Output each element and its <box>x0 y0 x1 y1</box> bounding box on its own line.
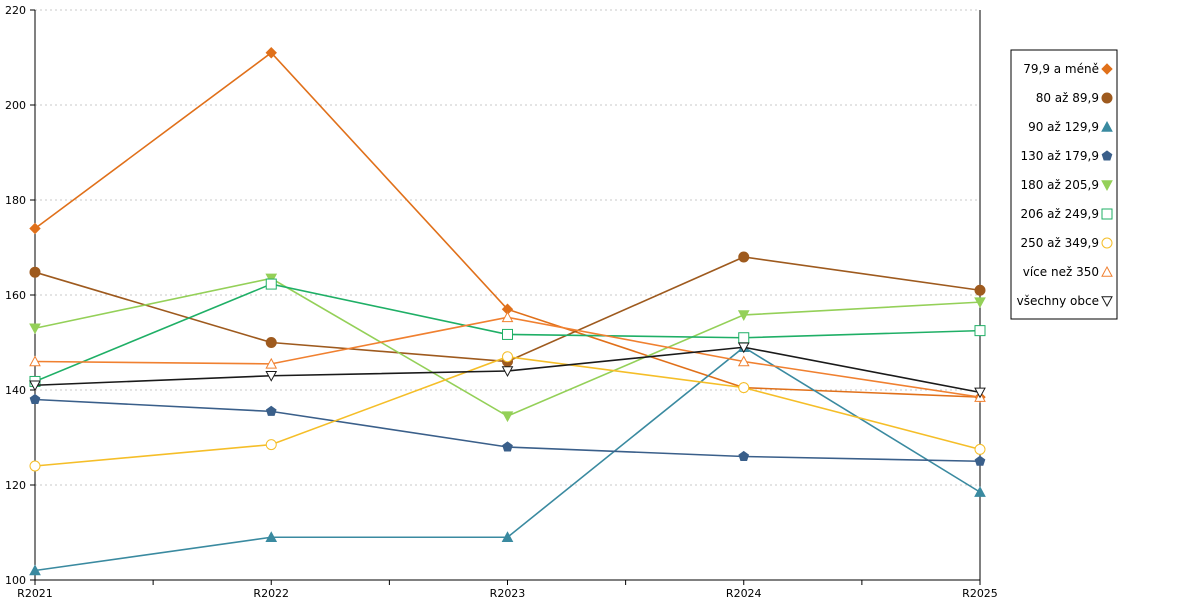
y-tick-label: 220 <box>5 4 26 17</box>
data-point <box>501 311 514 323</box>
y-tick-label: 100 <box>5 574 26 587</box>
data-point <box>974 297 986 309</box>
y-tick-label: 180 <box>5 194 26 207</box>
data-point <box>265 371 278 382</box>
data-point <box>502 351 513 363</box>
data-point <box>29 355 41 367</box>
data-point <box>29 564 41 576</box>
data-point <box>29 460 41 472</box>
series-group <box>29 47 986 576</box>
legend-label: 250 až 349,9 <box>1020 236 1099 250</box>
legend-marker <box>1101 180 1113 192</box>
legend-label: všechny obce <box>1017 294 1099 308</box>
legend-marker <box>1101 237 1113 249</box>
data-point <box>974 387 986 399</box>
data-point <box>737 310 750 322</box>
series-1 <box>29 47 986 403</box>
legend-label: 79,9 a méně <box>1023 62 1099 76</box>
data-point <box>265 405 277 416</box>
data-point <box>501 531 514 542</box>
y-tick-label: 140 <box>5 384 26 397</box>
legend-label: 80 až 89,9 <box>1036 91 1099 105</box>
series-4 <box>29 393 986 466</box>
series-8 <box>29 311 986 402</box>
x-tick-label: R2023 <box>490 587 526 600</box>
legend: 79,9 a méně 80 až 89,9 90 až 129,9 130 až 1… <box>1010 49 1118 320</box>
legend-marker <box>1101 208 1113 220</box>
data-point <box>737 342 750 354</box>
legend-box <box>1010 49 1118 320</box>
data-point <box>501 366 514 378</box>
series-line <box>34 398 981 463</box>
data-point <box>265 439 277 451</box>
series-9 <box>29 342 986 399</box>
x-tick-label: R2022 <box>253 587 289 600</box>
series-line <box>34 277 981 418</box>
data-point <box>738 382 750 394</box>
data-point <box>974 284 986 296</box>
series-line <box>34 51 981 398</box>
legend-marker <box>1101 296 1113 308</box>
y-tick-label: 120 <box>5 479 26 492</box>
legend-label: 90 až 129,9 <box>1028 120 1099 134</box>
data-point <box>737 355 750 367</box>
legend-label: 130 až 179,9 <box>1020 149 1099 163</box>
x-tick-label: R2025 <box>962 587 998 600</box>
data-point <box>29 323 41 335</box>
data-point <box>738 332 750 344</box>
legend-marker <box>1101 92 1113 104</box>
legend-item: 180 až 205,9 <box>1020 178 1113 192</box>
x-tick-label: R2024 <box>726 587 762 600</box>
legend-item: 130 až 179,9 <box>1020 149 1113 163</box>
legend-item: 250 až 349,9 <box>1020 236 1113 250</box>
data-point <box>974 486 986 497</box>
data-point <box>29 393 41 405</box>
x-tick-label: R2021 <box>17 587 53 600</box>
data-point <box>29 222 41 235</box>
legend-label: 206 až 249,9 <box>1020 207 1099 221</box>
legend-item: 79,9 a méně <box>1023 62 1113 76</box>
legend-item: 90 až 129,9 <box>1028 120 1113 134</box>
data-point <box>265 47 277 59</box>
legend-marker <box>1101 120 1113 132</box>
data-point <box>265 357 278 369</box>
data-point <box>974 455 986 466</box>
data-point <box>974 443 986 455</box>
data-point <box>265 531 278 542</box>
data-point <box>974 325 986 337</box>
data-point <box>265 337 277 348</box>
legend-marker <box>1101 150 1113 161</box>
data-point <box>502 328 513 340</box>
data-point <box>265 278 277 290</box>
data-point <box>501 411 514 423</box>
legend-item: všechny obce <box>1017 294 1113 308</box>
series-7 <box>29 351 986 472</box>
data-point <box>29 380 41 392</box>
y-tick-label: 160 <box>5 289 26 302</box>
legend-marker <box>1101 265 1113 277</box>
series-5 <box>29 273 986 423</box>
data-point <box>738 450 750 462</box>
legend-item: 80 až 89,9 <box>1036 91 1113 105</box>
y-tick-label: 200 <box>5 99 26 112</box>
data-point <box>29 266 41 278</box>
legend-marker <box>1101 63 1113 75</box>
legend-label: 180 až 205,9 <box>1020 178 1099 192</box>
data-point <box>502 441 513 452</box>
legend-item: 206 až 249,9 <box>1020 207 1113 221</box>
data-point <box>738 251 750 263</box>
legend-label: více než 350 <box>1023 265 1099 279</box>
legend-item: více než 350 <box>1023 265 1113 279</box>
